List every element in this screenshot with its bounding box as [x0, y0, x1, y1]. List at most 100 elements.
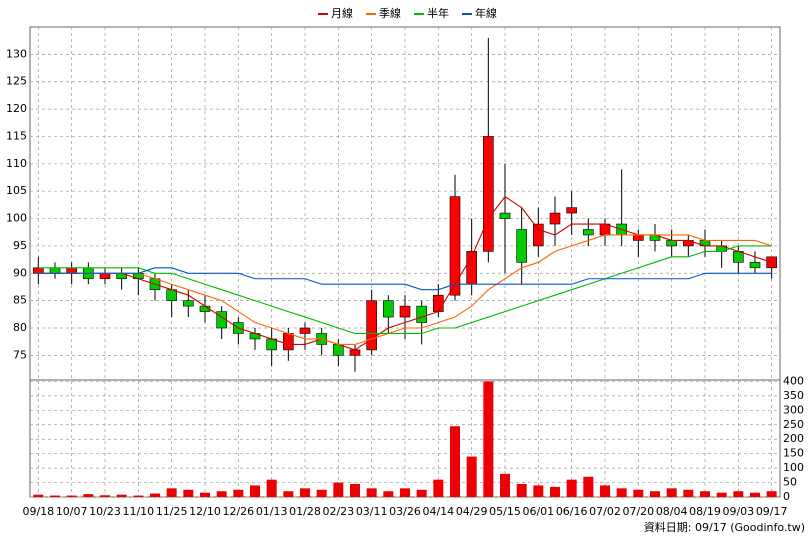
volume-bar: [33, 494, 44, 497]
volume-bar: [283, 491, 294, 497]
volume-bar: [516, 484, 527, 497]
candle-body: [433, 294, 444, 312]
x-tick-label: 04/14: [422, 505, 454, 518]
y2-tick-label: 400: [783, 374, 804, 387]
volume-bar: [100, 495, 110, 497]
y-tick-label: 125: [6, 75, 27, 88]
y-tick-label: 80: [13, 321, 27, 334]
y2-tick-label: 200: [783, 432, 804, 445]
y-tick-label: 120: [6, 102, 27, 115]
volume-bar: [50, 495, 60, 497]
legend-label: 半年: [427, 6, 449, 20]
candle-body: [566, 207, 577, 214]
volume-bar: [216, 491, 227, 497]
y-tick-label: 130: [6, 47, 27, 60]
x-tick-label: 08/19: [689, 505, 721, 518]
x-tick-label: 10/07: [56, 505, 88, 518]
y2-tick-label: 0: [783, 490, 790, 503]
y-tick-label: 115: [6, 129, 27, 142]
x-tick-label: 12/10: [189, 505, 221, 518]
candle-body: [183, 300, 194, 307]
volume-bar: [450, 426, 460, 497]
y-tick-label: 90: [13, 266, 27, 279]
x-tick-label: 12/26: [222, 505, 254, 518]
volume-bar: [166, 488, 177, 497]
candle-body: [449, 196, 461, 296]
volume-bar: [233, 489, 244, 497]
candle-body: [749, 262, 761, 269]
candle-body: [416, 305, 427, 323]
candle-body: [533, 223, 544, 247]
legend-label: 月線: [331, 6, 353, 20]
volume-bar: [83, 494, 94, 497]
x-tick-label: 07/20: [622, 505, 654, 518]
x-tick-label: 07/02: [589, 505, 621, 518]
x-tick-label: 04/29: [456, 505, 488, 518]
volume-bar: [350, 484, 360, 497]
volume-bar: [383, 491, 394, 497]
x-tick-label: 03/26: [389, 505, 421, 518]
ma-line: [38, 245, 772, 335]
volume-bar: [116, 494, 127, 497]
ma-line: [38, 234, 772, 345]
volume-bar: [150, 493, 160, 497]
x-tick-label: 01/28: [289, 505, 321, 518]
y-tick-label: 100: [6, 212, 27, 225]
x-tick-label: 06/16: [556, 505, 588, 518]
candle-body: [583, 229, 594, 236]
volume-bar: [650, 491, 660, 497]
candle-body: [399, 305, 411, 318]
volume-bar: [566, 479, 577, 497]
y2-tick-label: 300: [783, 403, 804, 416]
candle-body: [99, 272, 111, 280]
volume-bar: [250, 485, 260, 497]
volume-bar: [400, 488, 410, 497]
volume-bar: [733, 491, 744, 497]
y-tick-label: 105: [6, 184, 27, 197]
x-tick-label: 09/03: [722, 505, 754, 518]
volume-bar: [533, 485, 544, 497]
volume-bar: [616, 488, 627, 497]
x-tick-label: 05/15: [489, 505, 521, 518]
x-tick-label: 03/11: [356, 505, 388, 518]
y2-tick-label: 50: [783, 476, 797, 489]
volume-bar: [683, 489, 694, 497]
volume-bar: [466, 456, 477, 497]
x-tick-label: 06/01: [522, 505, 554, 518]
volume-bar: [716, 492, 727, 497]
candle-body: [666, 240, 677, 247]
candle-body: [499, 212, 511, 219]
volume-bar: [316, 489, 327, 497]
legend-label: 季線: [379, 6, 401, 20]
volume-bar: [300, 488, 310, 497]
volume-bar: [133, 495, 144, 497]
volume-bar: [333, 482, 344, 497]
volume-bar: [200, 492, 210, 497]
volume-bar: [433, 479, 444, 497]
candle-body: [633, 234, 644, 241]
candle-body: [516, 229, 527, 263]
volume-bar: [366, 488, 377, 497]
y2-tick-label: 150: [783, 447, 804, 460]
y-tick-label: 85: [13, 294, 27, 307]
volume-bar: [266, 479, 277, 497]
y-tick-label: 110: [6, 157, 27, 170]
y-tick-label: 95: [13, 239, 27, 252]
x-tick-label: 01/13: [256, 505, 288, 518]
volume-bar: [750, 492, 760, 497]
candle-body: [349, 349, 361, 356]
x-tick-label: 08/04: [656, 505, 688, 518]
candle-body: [383, 300, 394, 318]
y2-tick-label: 100: [783, 461, 804, 474]
x-tick-label: 09/17: [756, 505, 788, 518]
volume-bar: [766, 491, 777, 497]
candle-body: [33, 267, 44, 274]
volume-bar: [416, 489, 427, 497]
y-tick-label: 75: [13, 348, 27, 361]
volume-bar: [633, 489, 644, 497]
ma-line: [38, 267, 772, 291]
x-tick-label: 11/10: [122, 505, 154, 518]
x-tick-label: 02/23: [322, 505, 354, 518]
x-tick-label: 10/23: [89, 505, 121, 518]
